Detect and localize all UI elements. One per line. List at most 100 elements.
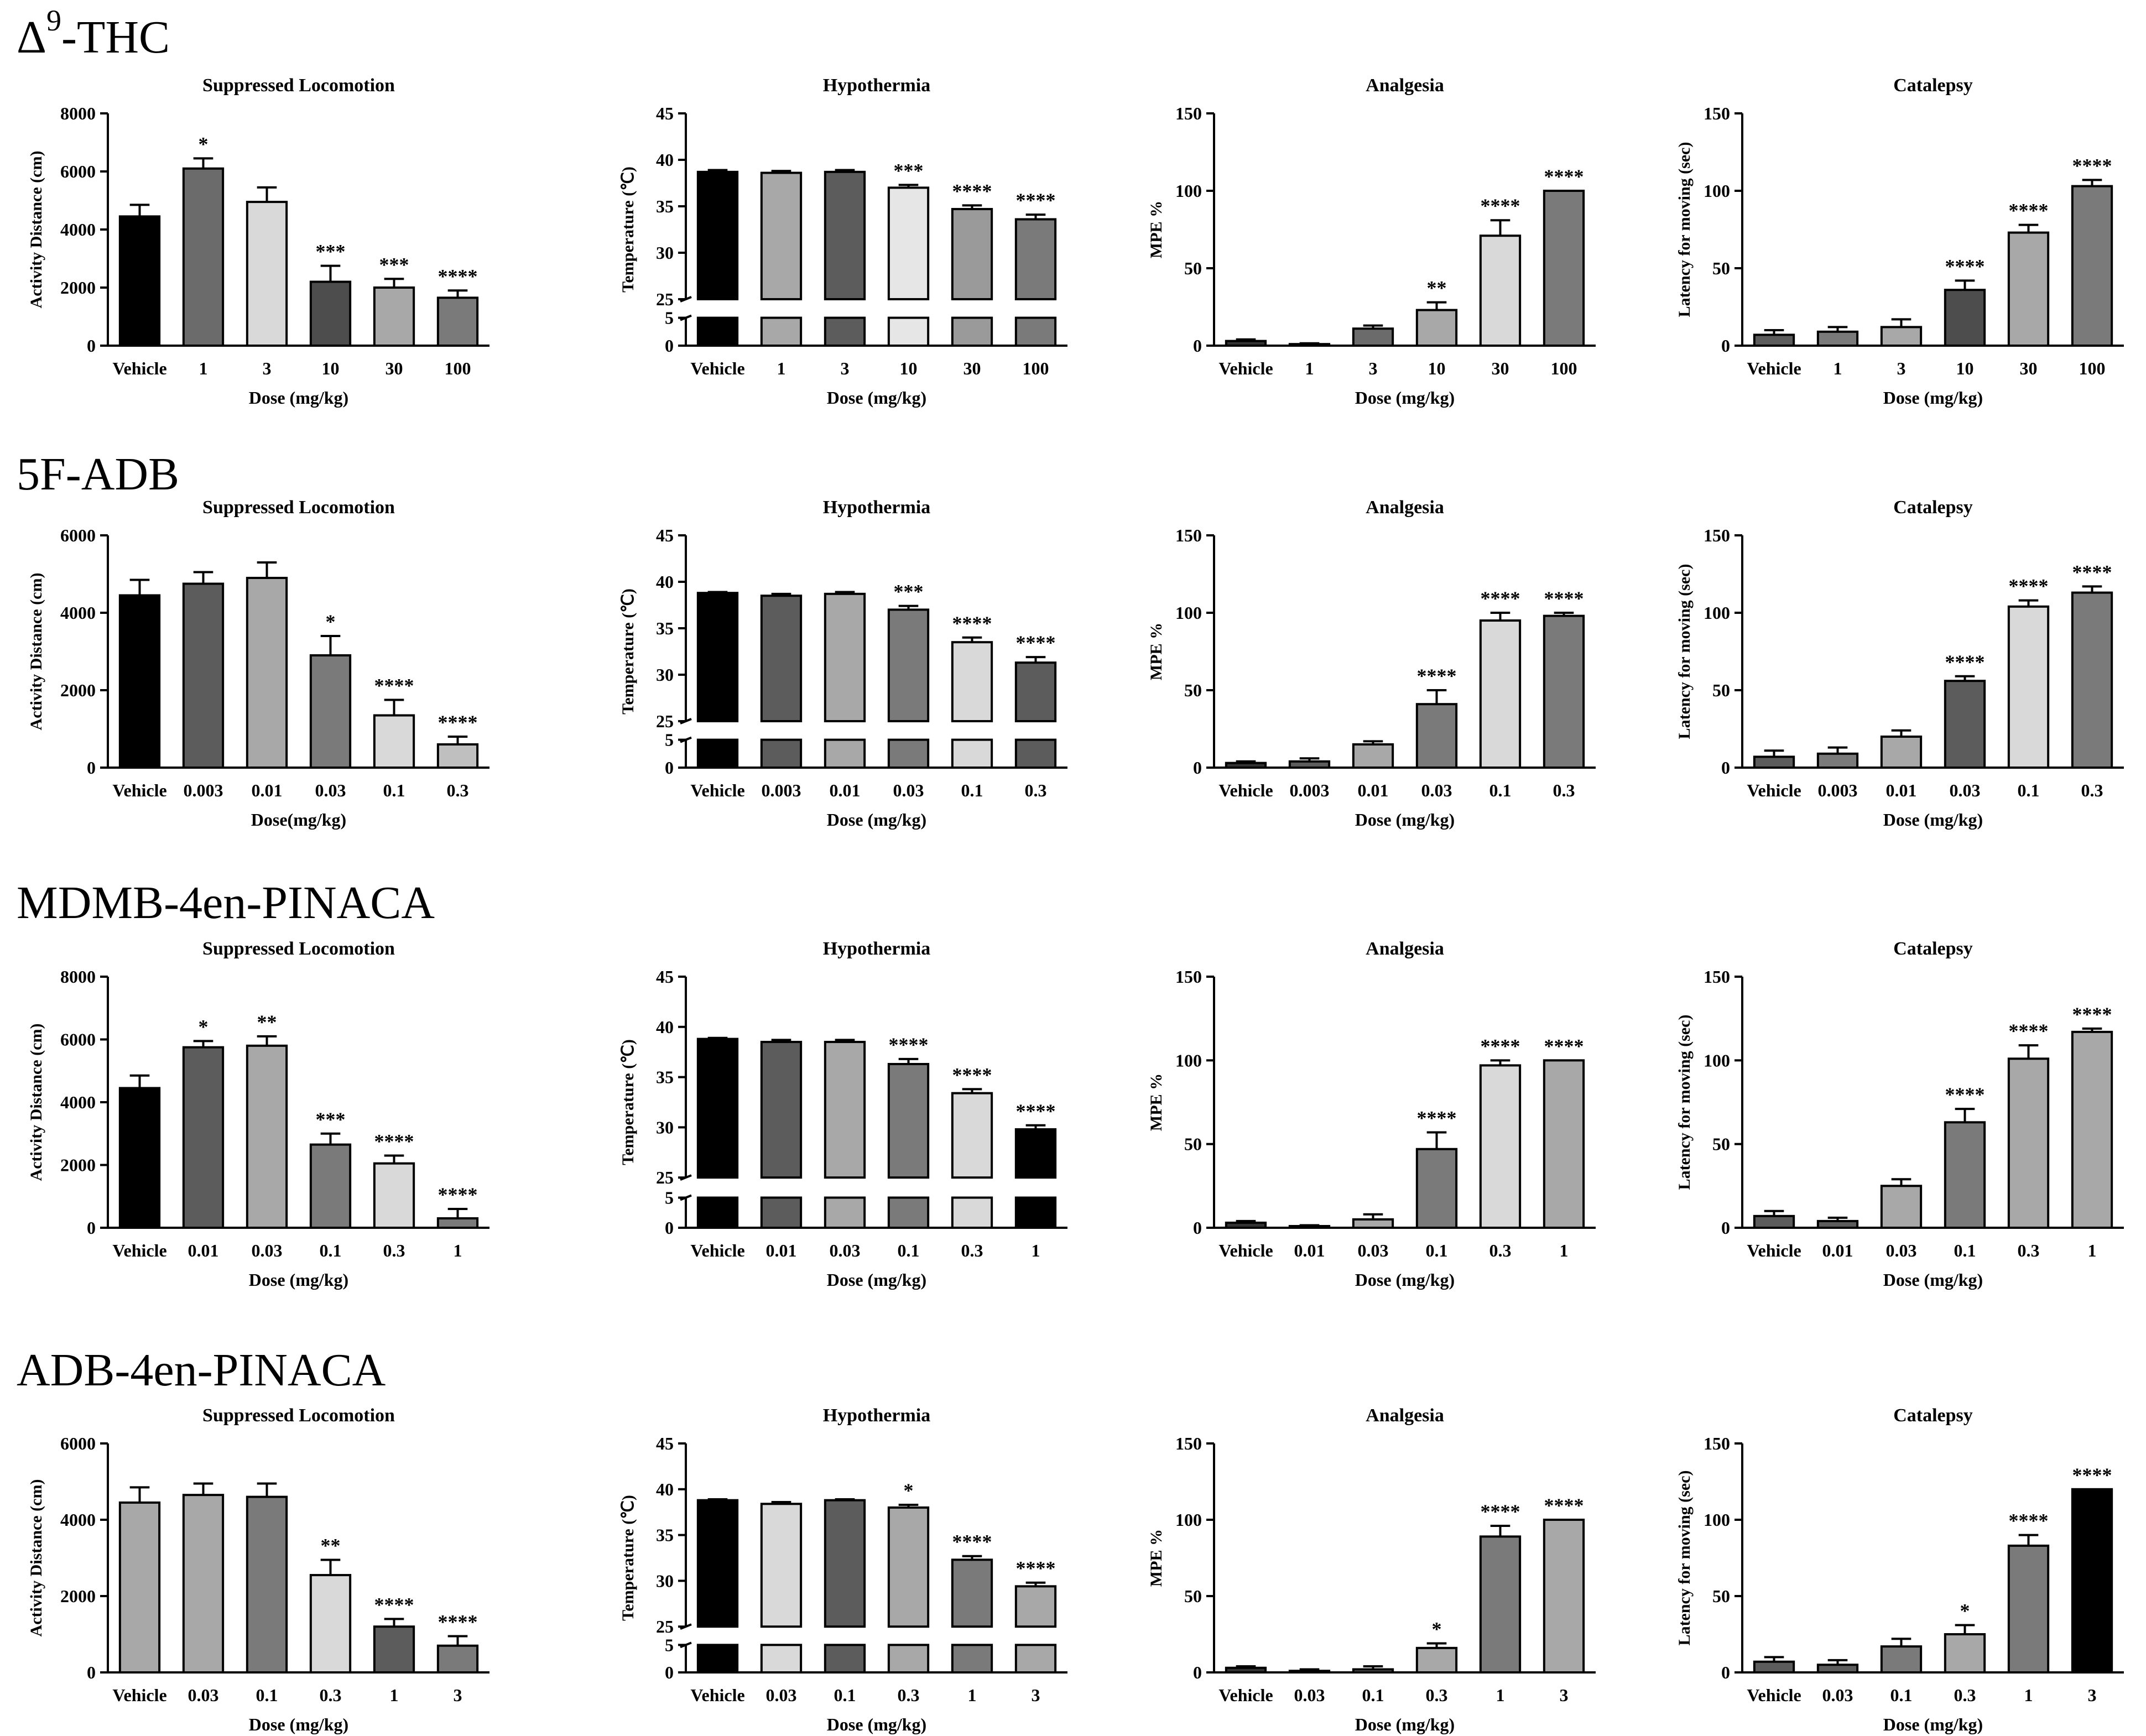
x-tick-label: 0.3 [2018, 1240, 2040, 1260]
bar [246, 201, 288, 347]
bar [1014, 218, 1057, 300]
bar [1543, 614, 1585, 769]
x-tick-label: 0.03 [1421, 780, 1452, 800]
bar-lower [824, 316, 866, 347]
x-tick-label: Vehicle [1747, 358, 1801, 378]
bar [1288, 760, 1331, 769]
y-tick-label: 50 [1184, 1134, 1202, 1154]
x-tick-label: 10 [322, 358, 340, 378]
significance-label: *** [316, 241, 346, 263]
x-axis-label: Dose (mg/kg) [249, 1714, 348, 1734]
y-tick-label: 35 [656, 1067, 674, 1087]
significance-label: **** [1945, 651, 1985, 673]
bar-lower [696, 1196, 739, 1229]
bar [1816, 330, 1859, 347]
y-tick-label: 0 [1193, 1218, 1202, 1238]
x-tick-label: 0.1 [898, 1240, 920, 1260]
bar [1543, 1519, 1585, 1674]
x-tick-label: 0.1 [1426, 1240, 1448, 1260]
y-tick-label: 0 [87, 1218, 96, 1238]
x-tick-label: 0.01 [252, 780, 283, 800]
x-tick-label: Vehicle [112, 1685, 166, 1705]
x-tick-label: 3 [454, 1685, 462, 1705]
y-tick-label: 50 [1712, 1134, 1730, 1154]
y-tick-label: 30 [656, 1117, 674, 1137]
y-tick-label: 2000 [60, 680, 96, 700]
x-tick-label: Vehicle [1218, 1240, 1273, 1260]
bar [373, 714, 415, 769]
chart-2-3: Catalepsy 0 50 100 150 Latency for moving (se… [1675, 939, 2124, 1290]
significance-label: **** [2009, 1020, 2049, 1042]
significance-label: **** [952, 612, 992, 634]
bar [2071, 591, 2113, 769]
y-tick-label: 0 [665, 1662, 674, 1682]
bar [1753, 1660, 1795, 1674]
x-tick-label: 1 [454, 1240, 462, 1260]
y-tick-label: 0 [1721, 1662, 1730, 1682]
y-axis-label: Latency for moving (sec) [1675, 142, 1694, 317]
y-tick-label: 50 [1712, 680, 1730, 700]
x-tick-label: 0.03 [830, 1240, 861, 1260]
y-tick-label: 100 [1704, 603, 1730, 623]
x-axis-label: Dose (mg/kg) [1355, 810, 1455, 830]
drug-title-2: MDMB-4en-PINACA [17, 877, 435, 929]
x-axis-label: Dose (mg/kg) [249, 388, 348, 408]
bar [2007, 1544, 2050, 1674]
bar [760, 171, 803, 300]
y-tick-label: 4000 [60, 1092, 96, 1112]
chart-title: Hypothermia [823, 497, 931, 518]
y-tick-label: 100 [1175, 1050, 1202, 1070]
significance-label: **** [1016, 1100, 1056, 1122]
bar [1415, 1646, 1458, 1674]
x-tick-label: 0.3 [1489, 1240, 1512, 1260]
y-axis-label: Latency for moving (sec) [1675, 1471, 1694, 1646]
x-tick-label: 0.3 [1954, 1685, 1976, 1705]
bar [1225, 762, 1267, 769]
bar-lower [696, 738, 739, 769]
x-tick-label: 1 [1305, 358, 1314, 378]
y-tick-label: 50 [1184, 258, 1202, 278]
y-tick-label: 5 [665, 308, 674, 328]
x-tick-label: 3 [2088, 1685, 2097, 1705]
y-tick-label: 5 [665, 1635, 674, 1655]
y-tick-label: 150 [1175, 1433, 1202, 1453]
significance-label: **** [1016, 1557, 1056, 1579]
x-tick-label: Vehicle [690, 780, 744, 800]
significance-label: **** [952, 1064, 992, 1086]
y-tick-label: 45 [656, 967, 674, 987]
y-tick-label: 50 [1184, 680, 1202, 700]
drug-title-1: 5F-ADB [17, 449, 179, 500]
bar [373, 1625, 415, 1674]
x-tick-label: 30 [1492, 358, 1509, 378]
x-tick-label: 0.3 [447, 780, 469, 800]
x-axis-label: Dose(mg/kg) [251, 810, 346, 830]
significance-label: **** [2009, 1510, 2049, 1532]
bar [182, 1046, 225, 1229]
bar-lower [887, 738, 930, 769]
y-tick-label: 0 [1193, 758, 1202, 778]
bar-lower [887, 316, 930, 347]
x-axis-label: Dose (mg/kg) [827, 388, 926, 408]
x-tick-label: 3 [1897, 358, 1906, 378]
chart-title: Catalepsy [1893, 497, 1973, 518]
x-tick-label: Vehicle [690, 1685, 744, 1705]
bar-lower [951, 1196, 993, 1229]
significance-label: * [904, 1479, 914, 1502]
x-tick-label: 0.3 [961, 1240, 983, 1260]
significance-label: **** [1417, 665, 1457, 687]
y-tick-label: 45 [656, 1433, 674, 1453]
x-tick-label: 0.3 [383, 1240, 405, 1260]
bar [1225, 1221, 1267, 1229]
chart-0-0: Suppressed Locomotion 0 2000 4000 6000 8000 Ac… [27, 75, 489, 408]
bar [824, 592, 866, 722]
bar-lower [951, 316, 993, 347]
chart-2-0: Suppressed Locomotion 0 2000 4000 6000 8000 Ac… [27, 939, 489, 1290]
x-tick-label: 1 [968, 1685, 977, 1705]
x-tick-label: 10 [900, 358, 918, 378]
bar-lower [1014, 1644, 1057, 1674]
y-tick-label: 0 [1193, 1662, 1202, 1682]
bar-lower [760, 738, 803, 769]
chart-title: Analgesia [1366, 1405, 1444, 1426]
bar [760, 595, 803, 722]
x-tick-label: 0.3 [898, 1685, 920, 1705]
